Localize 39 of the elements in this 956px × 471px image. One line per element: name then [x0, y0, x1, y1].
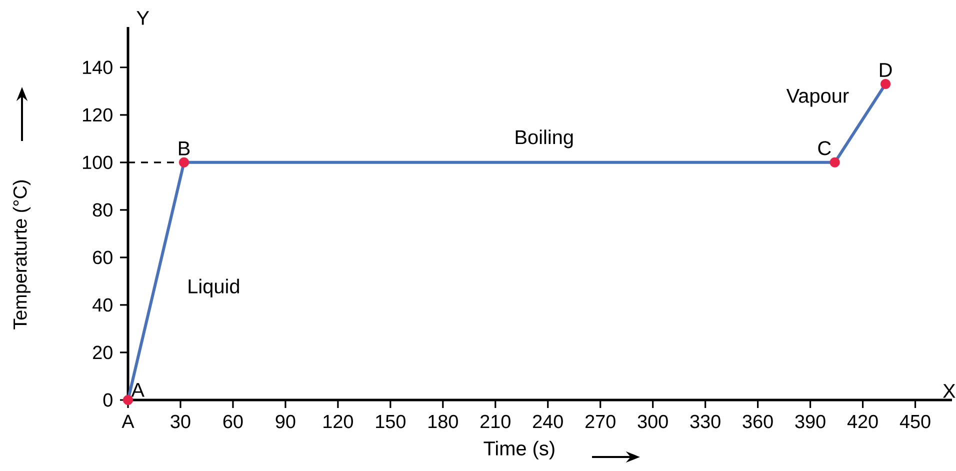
x-tick-label: 30 [170, 414, 190, 428]
annotation: A [131, 383, 144, 397]
x-tick-label: 210 [480, 414, 510, 428]
x-tick-label: 120 [324, 414, 353, 428]
annotation: C [818, 141, 831, 156]
x-tick-label: 300 [638, 414, 668, 428]
annotation: D [880, 63, 892, 77]
text: Y [136, 11, 150, 25]
annotation: Boiling [516, 130, 573, 148]
x-tick-label: A [122, 414, 134, 428]
point [122, 394, 134, 406]
y-tick-label: 20 [93, 346, 112, 360]
y-axis-title: Temperaturte (°C) [12, 180, 31, 330]
y-tick-label: 60 [93, 250, 112, 264]
x-tick-label: 390 [795, 414, 826, 428]
x-tick-label: 240 [533, 414, 563, 428]
x-tick-label: 270 [586, 414, 616, 428]
y-tick-label: 40 [92, 298, 112, 312]
y-tick-label: 0 [103, 393, 112, 407]
y-tick-label: 140 [83, 60, 112, 74]
annotation: Liquid [188, 278, 239, 298]
x-tick-label: 150 [376, 414, 406, 428]
x-tick-label: 60 [223, 414, 243, 428]
y-tick-label: 80 [92, 203, 112, 217]
x-tick-label: 450 [900, 414, 930, 428]
annotation: Vapour [786, 88, 849, 107]
point [178, 157, 190, 168]
y-tick-label: 120 [83, 108, 112, 122]
x-axis-title: Time (s) [484, 440, 554, 460]
point [880, 78, 891, 90]
x-tick-label: 360 [742, 414, 773, 428]
x-tick-label: 330 [690, 414, 720, 428]
y-tick-label: 100 [83, 156, 112, 170]
x-tick-label: 420 [847, 414, 878, 428]
annotation: X [942, 384, 956, 398]
x-tick-label: 90 [276, 414, 296, 428]
point [830, 157, 840, 168]
annotation: B [178, 142, 190, 156]
x-tick-label: 180 [428, 414, 458, 428]
